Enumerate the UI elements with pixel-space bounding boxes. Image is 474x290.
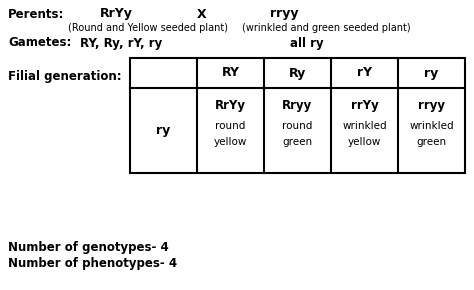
Text: round: round: [215, 121, 246, 131]
Text: rY: rY: [357, 66, 372, 79]
Text: RrYy: RrYy: [215, 99, 246, 113]
Text: all ry: all ry: [290, 37, 324, 50]
Text: Filial generation:: Filial generation:: [8, 70, 122, 82]
Text: Rryy: Rryy: [283, 99, 313, 113]
Text: Perents:: Perents:: [8, 8, 64, 21]
Text: ry: ry: [424, 66, 438, 79]
Text: Number of phenotypes- 4: Number of phenotypes- 4: [8, 258, 177, 271]
Text: Ry: Ry: [289, 66, 306, 79]
Text: RrYy: RrYy: [100, 8, 133, 21]
Text: RY, Ry, rY, ry: RY, Ry, rY, ry: [80, 37, 162, 50]
Text: (wrinkled and green seeded plant): (wrinkled and green seeded plant): [242, 23, 410, 33]
Text: wrinkled: wrinkled: [342, 121, 387, 131]
Text: RY: RY: [221, 66, 239, 79]
Text: (Round and Yellow seeded plant): (Round and Yellow seeded plant): [68, 23, 228, 33]
Text: rryy: rryy: [418, 99, 445, 113]
Text: X: X: [197, 8, 207, 21]
Text: rrYy: rrYy: [351, 99, 378, 113]
Text: green: green: [283, 137, 312, 147]
Text: rryy: rryy: [270, 8, 299, 21]
Text: yellow: yellow: [348, 137, 381, 147]
Bar: [130, 58, 465, 173]
Text: Number of genotypes- 4: Number of genotypes- 4: [8, 242, 169, 255]
Text: wrinkled: wrinkled: [409, 121, 454, 131]
Text: Gametes:: Gametes:: [8, 37, 72, 50]
Text: ry: ry: [156, 124, 171, 137]
Text: round: round: [283, 121, 313, 131]
Text: green: green: [417, 137, 447, 147]
Text: yellow: yellow: [214, 137, 247, 147]
